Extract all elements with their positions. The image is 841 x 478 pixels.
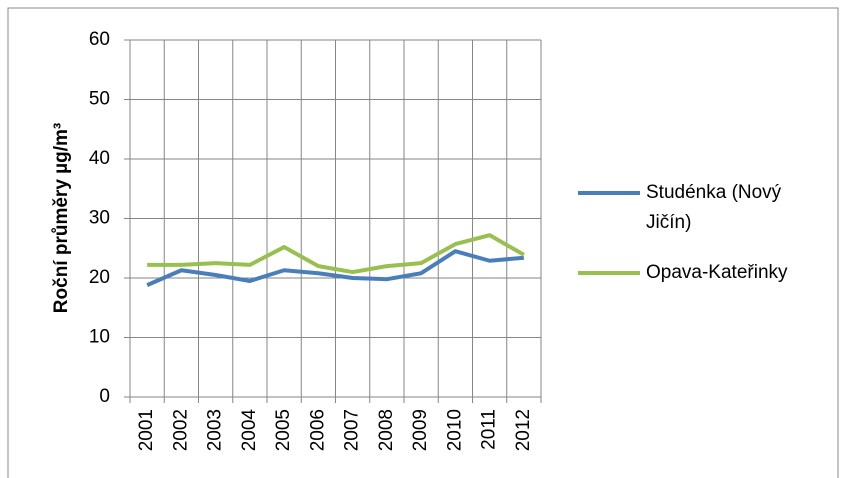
x-tick-label: 2011 bbox=[479, 409, 500, 450]
x-tick-label: 2010 bbox=[444, 409, 465, 451]
x-tick-label: 2006 bbox=[307, 409, 328, 451]
x-tick-label: 2001 bbox=[136, 409, 157, 451]
frame bbox=[7, 7, 839, 478]
y-tick-label: 50 bbox=[89, 89, 110, 110]
x-tick-label: 2009 bbox=[410, 409, 431, 451]
y-tick-label: 0 bbox=[99, 386, 110, 407]
series-line bbox=[147, 233, 525, 275]
legend-label: Studénka (Nový Jičín) bbox=[646, 182, 782, 233]
y-tick-label: 10 bbox=[89, 327, 110, 348]
y-axis-label: Roční průměry µg/m³ bbox=[51, 123, 72, 313]
y-tick-label: 30 bbox=[89, 208, 110, 229]
legend-entry: Studénka (Nový Jičín) bbox=[640, 178, 830, 238]
x-tick-label: 2005 bbox=[273, 409, 294, 451]
legend-label: Opava-Kateřinky bbox=[646, 262, 788, 283]
x-tick-label: 2008 bbox=[376, 409, 397, 451]
legend-entry: Opava-Kateřinky bbox=[640, 258, 830, 288]
x-tick-label: 2004 bbox=[239, 409, 260, 452]
y-tick-label: 60 bbox=[89, 29, 110, 50]
y-tick-label: 40 bbox=[89, 148, 110, 169]
y-tick-label: 20 bbox=[89, 267, 110, 288]
series-line bbox=[146, 249, 525, 287]
x-tick-label: 2007 bbox=[342, 409, 363, 451]
x-tick-label: 2012 bbox=[513, 409, 534, 451]
x-tick-label: 2003 bbox=[205, 409, 226, 451]
x-tick-label: 2002 bbox=[170, 409, 191, 451]
